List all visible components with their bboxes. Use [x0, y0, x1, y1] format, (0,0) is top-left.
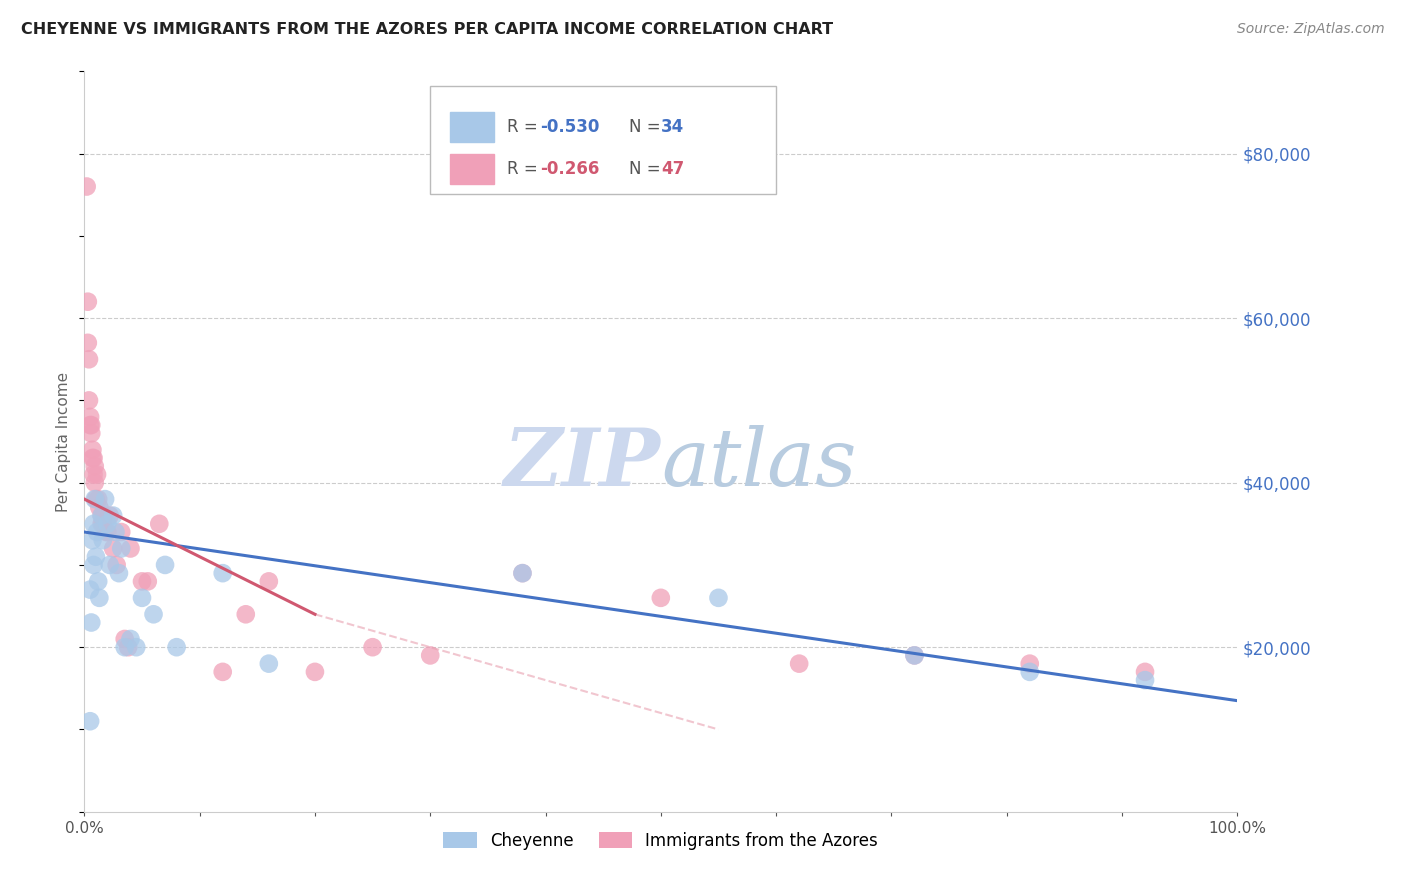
Point [108, 566, 131, 581]
Point [1018, 665, 1040, 679]
Point [304, 665, 326, 679]
Point [76, 335, 98, 350]
Point [120, 541, 142, 556]
Point [86, 467, 108, 482]
Point [86, 524, 108, 539]
Point [707, 591, 730, 605]
Point [80, 418, 103, 433]
Point [419, 648, 441, 663]
Point [117, 640, 139, 655]
Point [114, 640, 136, 655]
Point [84, 492, 107, 507]
Point [98, 508, 121, 523]
Point [650, 591, 672, 605]
Point [1018, 657, 1040, 671]
Point [93, 508, 115, 523]
Point [83, 467, 105, 482]
Point [83, 558, 105, 572]
Point [83, 492, 105, 507]
Point [105, 558, 128, 572]
Point [82, 442, 104, 457]
Point [153, 558, 176, 572]
Point [211, 665, 233, 679]
Point [142, 607, 165, 622]
Point [77, 393, 100, 408]
Point [1133, 665, 1156, 679]
Point [90, 516, 112, 531]
Point [148, 516, 170, 531]
Point [76, 294, 98, 309]
Text: 47: 47 [661, 160, 685, 178]
Point [89, 500, 111, 515]
Point [94, 492, 117, 507]
Point [91, 533, 114, 548]
Text: R =: R = [508, 160, 544, 178]
FancyBboxPatch shape [430, 87, 776, 194]
Point [80, 426, 103, 441]
Point [361, 640, 384, 655]
Point [79, 582, 101, 597]
Text: CHEYENNE VS IMMIGRANTS FROM THE AZORES PER CAPITA INCOME CORRELATION CHART: CHEYENNE VS IMMIGRANTS FROM THE AZORES P… [21, 22, 834, 37]
Text: -0.266: -0.266 [540, 160, 599, 178]
Y-axis label: Per Capita Income: Per Capita Income [56, 371, 72, 512]
Text: Source: ZipAtlas.com: Source: ZipAtlas.com [1237, 22, 1385, 37]
Text: 34: 34 [661, 118, 685, 136]
Point [90, 508, 112, 523]
Point [110, 524, 132, 539]
Point [120, 632, 142, 646]
Text: -0.530: -0.530 [540, 118, 599, 136]
Text: ZIP: ZIP [503, 425, 661, 502]
Point [87, 492, 110, 507]
Point [131, 591, 153, 605]
Point [82, 450, 104, 465]
Bar [450, 112, 494, 142]
Point [87, 574, 110, 589]
Point [110, 541, 132, 556]
Text: R =: R = [508, 118, 544, 136]
Point [84, 549, 107, 564]
Point [76, 179, 98, 194]
Point [91, 516, 114, 531]
Point [136, 574, 159, 589]
Point [104, 524, 127, 539]
Point [96, 524, 118, 539]
Point [125, 640, 148, 655]
Point [903, 648, 925, 663]
Point [79, 714, 101, 729]
Bar [450, 154, 494, 184]
Point [79, 409, 101, 424]
Point [96, 516, 118, 531]
Point [83, 516, 105, 531]
Point [512, 566, 534, 581]
Legend: Cheyenne, Immigrants from the Azores: Cheyenne, Immigrants from the Azores [437, 825, 884, 856]
Point [512, 566, 534, 581]
Point [98, 558, 121, 572]
Point [80, 615, 103, 630]
Point [89, 591, 111, 605]
Point [257, 574, 280, 589]
Point [103, 508, 124, 523]
Text: N =: N = [628, 160, 665, 178]
Point [166, 640, 188, 655]
Point [96, 524, 118, 539]
Point [211, 566, 233, 581]
Text: atlas: atlas [661, 425, 856, 502]
Point [131, 574, 153, 589]
Point [83, 475, 105, 490]
Point [79, 418, 101, 433]
Point [114, 632, 136, 646]
Point [103, 541, 124, 556]
Point [77, 352, 100, 367]
Point [903, 648, 925, 663]
Point [787, 657, 810, 671]
Point [257, 657, 280, 671]
Point [1133, 673, 1156, 687]
Text: N =: N = [628, 118, 665, 136]
Point [82, 533, 104, 548]
Point [83, 450, 105, 465]
Point [83, 459, 105, 474]
Point [90, 508, 112, 523]
Point [235, 607, 257, 622]
